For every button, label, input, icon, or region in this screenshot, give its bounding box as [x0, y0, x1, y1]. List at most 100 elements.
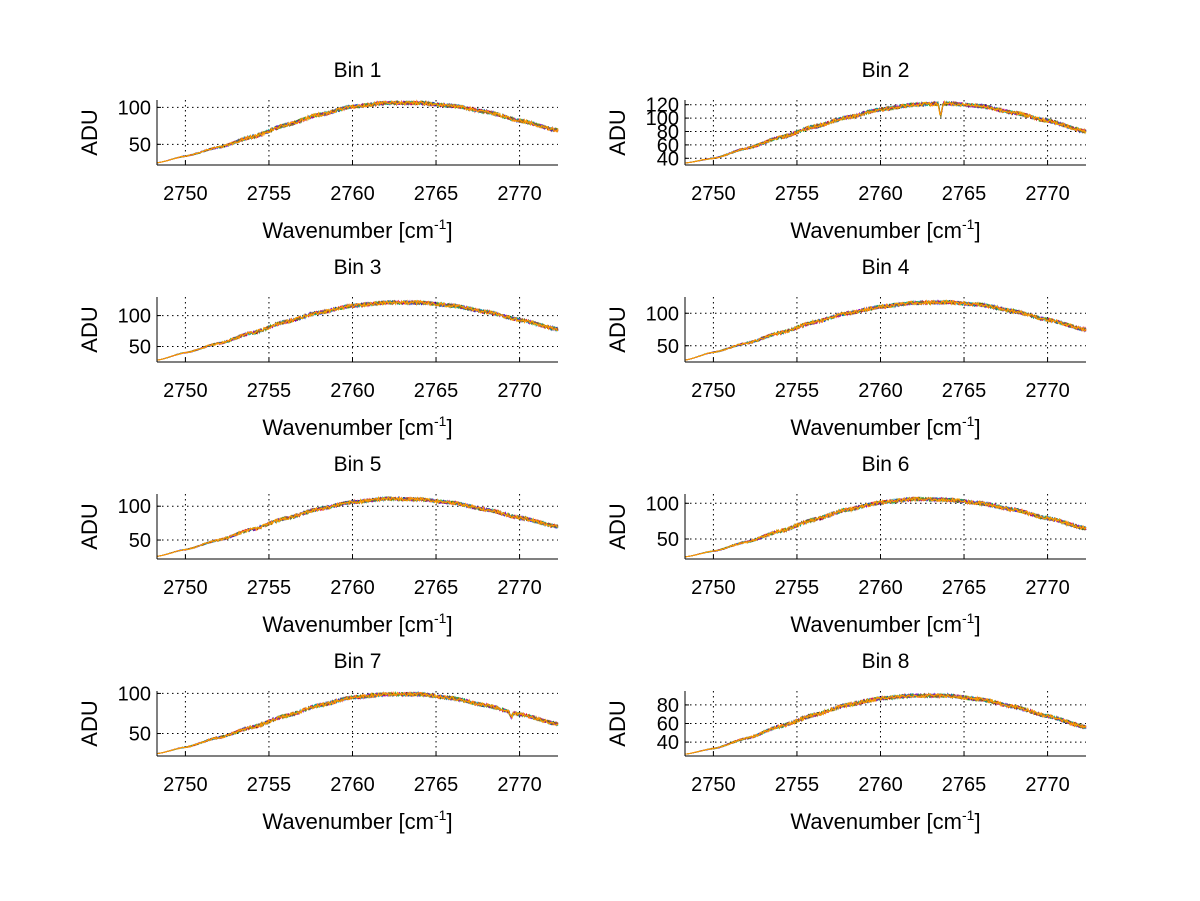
x-tick-label: 2755 — [247, 577, 292, 599]
subplot-bin-7: 2750 2755 2760 2765 2770 50 100 Bin 7 ADU Wavenum… — [77, 650, 559, 834]
y-tick-label: 50 — [129, 337, 151, 359]
x-tick-label: 2755 — [775, 183, 820, 205]
subplot-bin-5: 2750 2755 2760 2765 2770 50 100 Bin 5 ADU Wavenum… — [77, 453, 559, 637]
x-tick-label: 2750 — [163, 577, 208, 599]
x-tick-label: 2770 — [497, 577, 542, 599]
spectrum-series-line — [684, 99, 1087, 164]
spectrum-series-line — [684, 299, 1087, 361]
x-tick-label: 2765 — [414, 774, 459, 796]
spectrum-series-line — [156, 691, 559, 755]
y-tick-label: 60 — [657, 714, 679, 736]
subplot-bin-6: 2750 2755 2760 2765 2770 50 100 Bin 6 ADU Wavenum… — [605, 453, 1087, 637]
x-axis-label: Wavenumber [cm-1] — [790, 216, 980, 243]
x-tick-label: 2765 — [414, 577, 459, 599]
x-tick-label: 2770 — [1025, 774, 1070, 796]
subplot-title: Bin 7 — [334, 650, 382, 673]
x-tick-label: 2765 — [942, 774, 987, 796]
y-tick-label: 120 — [646, 95, 679, 117]
y-tick-label: 80 — [657, 121, 679, 143]
spectrum-series-line — [156, 299, 559, 361]
x-tick-label: 2760 — [330, 577, 375, 599]
subplot-title: Bin 6 — [862, 453, 910, 476]
x-tick-label: 2765 — [942, 380, 987, 402]
x-tick-label: 2765 — [414, 183, 459, 205]
x-tick-label: 2770 — [1025, 183, 1070, 205]
y-axis-label: ADU — [605, 306, 630, 352]
x-tick-label: 2755 — [247, 774, 292, 796]
subplot-title: Bin 5 — [334, 453, 382, 476]
y-tick-label: 50 — [657, 336, 679, 358]
x-tick-label: 2750 — [691, 774, 736, 796]
subplot-title: Bin 8 — [862, 650, 910, 673]
y-tick-label: 50 — [129, 530, 151, 552]
y-tick-label: 100 — [646, 303, 679, 325]
subplot-title: Bin 4 — [862, 256, 910, 279]
y-tick-label: 50 — [657, 529, 679, 551]
y-axis-label: ADU — [605, 109, 630, 155]
y-tick-label: 100 — [118, 496, 151, 518]
x-tick-label: 2755 — [775, 774, 820, 796]
x-tick-label: 2765 — [414, 380, 459, 402]
x-tick-label: 2760 — [330, 774, 375, 796]
subplot-bin-4: 2750 2755 2760 2765 2770 50 100 Bin 4 ADU Wavenum… — [605, 256, 1087, 440]
spectrum-series-line — [684, 496, 1087, 558]
x-axis-label: Wavenumber [cm-1] — [262, 610, 452, 637]
y-tick-label: 100 — [646, 493, 679, 515]
subplot-title: Bin 3 — [334, 256, 382, 279]
x-tick-label: 2755 — [775, 577, 820, 599]
y-tick-label: 100 — [118, 306, 151, 328]
x-axis-label: Wavenumber [cm-1] — [262, 413, 452, 440]
y-axis-label: ADU — [77, 503, 102, 549]
subplot-bin-3: 2750 2755 2760 2765 2770 50 100 Bin 3 ADU Wavenum… — [77, 256, 559, 440]
x-tick-label: 2760 — [330, 380, 375, 402]
x-tick-label: 2765 — [942, 183, 987, 205]
y-axis-label: ADU — [77, 306, 102, 352]
x-tick-label: 2770 — [497, 774, 542, 796]
subplot-title: Bin 2 — [862, 59, 910, 82]
x-tick-label: 2750 — [691, 577, 736, 599]
y-axis-label: ADU — [605, 700, 630, 746]
subplot-bin-1: 2750 2755 2760 2765 2770 50 100 Bin 1 ADU Wavenum… — [77, 59, 559, 243]
spectrum-series-line — [156, 690, 559, 755]
x-axis-label: Wavenumber [cm-1] — [790, 610, 980, 637]
spectrum-series-line — [156, 495, 559, 557]
x-tick-label: 2760 — [858, 577, 903, 599]
x-tick-label: 2755 — [247, 380, 292, 402]
y-tick-label: 100 — [118, 683, 151, 705]
x-tick-label: 2765 — [942, 577, 987, 599]
x-tick-label: 2770 — [497, 380, 542, 402]
x-tick-label: 2760 — [330, 183, 375, 205]
y-tick-label: 100 — [118, 97, 151, 119]
y-axis-label: ADU — [77, 700, 102, 746]
y-tick-label: 40 — [657, 732, 679, 754]
y-axis-label: ADU — [605, 503, 630, 549]
x-tick-label: 2750 — [163, 183, 208, 205]
y-tick-label: 100 — [646, 108, 679, 130]
x-tick-label: 2760 — [858, 183, 903, 205]
x-axis-label: Wavenumber [cm-1] — [262, 216, 452, 243]
y-tick-label: 80 — [657, 695, 679, 717]
y-tick-label: 40 — [657, 148, 679, 170]
x-tick-label: 2750 — [691, 380, 736, 402]
x-axis-label: Wavenumber [cm-1] — [790, 807, 980, 834]
x-tick-label: 2750 — [163, 380, 208, 402]
x-tick-label: 2750 — [691, 183, 736, 205]
x-tick-label: 2770 — [497, 183, 542, 205]
x-axis-label: Wavenumber [cm-1] — [790, 413, 980, 440]
x-tick-label: 2760 — [858, 774, 903, 796]
y-tick-label: 50 — [129, 134, 151, 156]
x-tick-label: 2770 — [1025, 577, 1070, 599]
y-tick-label: 60 — [657, 135, 679, 157]
x-tick-label: 2755 — [775, 380, 820, 402]
x-axis-label: Wavenumber [cm-1] — [262, 807, 452, 834]
spectrum-series-line — [156, 99, 559, 164]
subplot-title: Bin 1 — [334, 59, 382, 82]
spectrum-series-line — [684, 693, 1087, 755]
x-tick-label: 2750 — [163, 774, 208, 796]
y-tick-label: 50 — [129, 724, 151, 746]
x-tick-label: 2760 — [858, 380, 903, 402]
